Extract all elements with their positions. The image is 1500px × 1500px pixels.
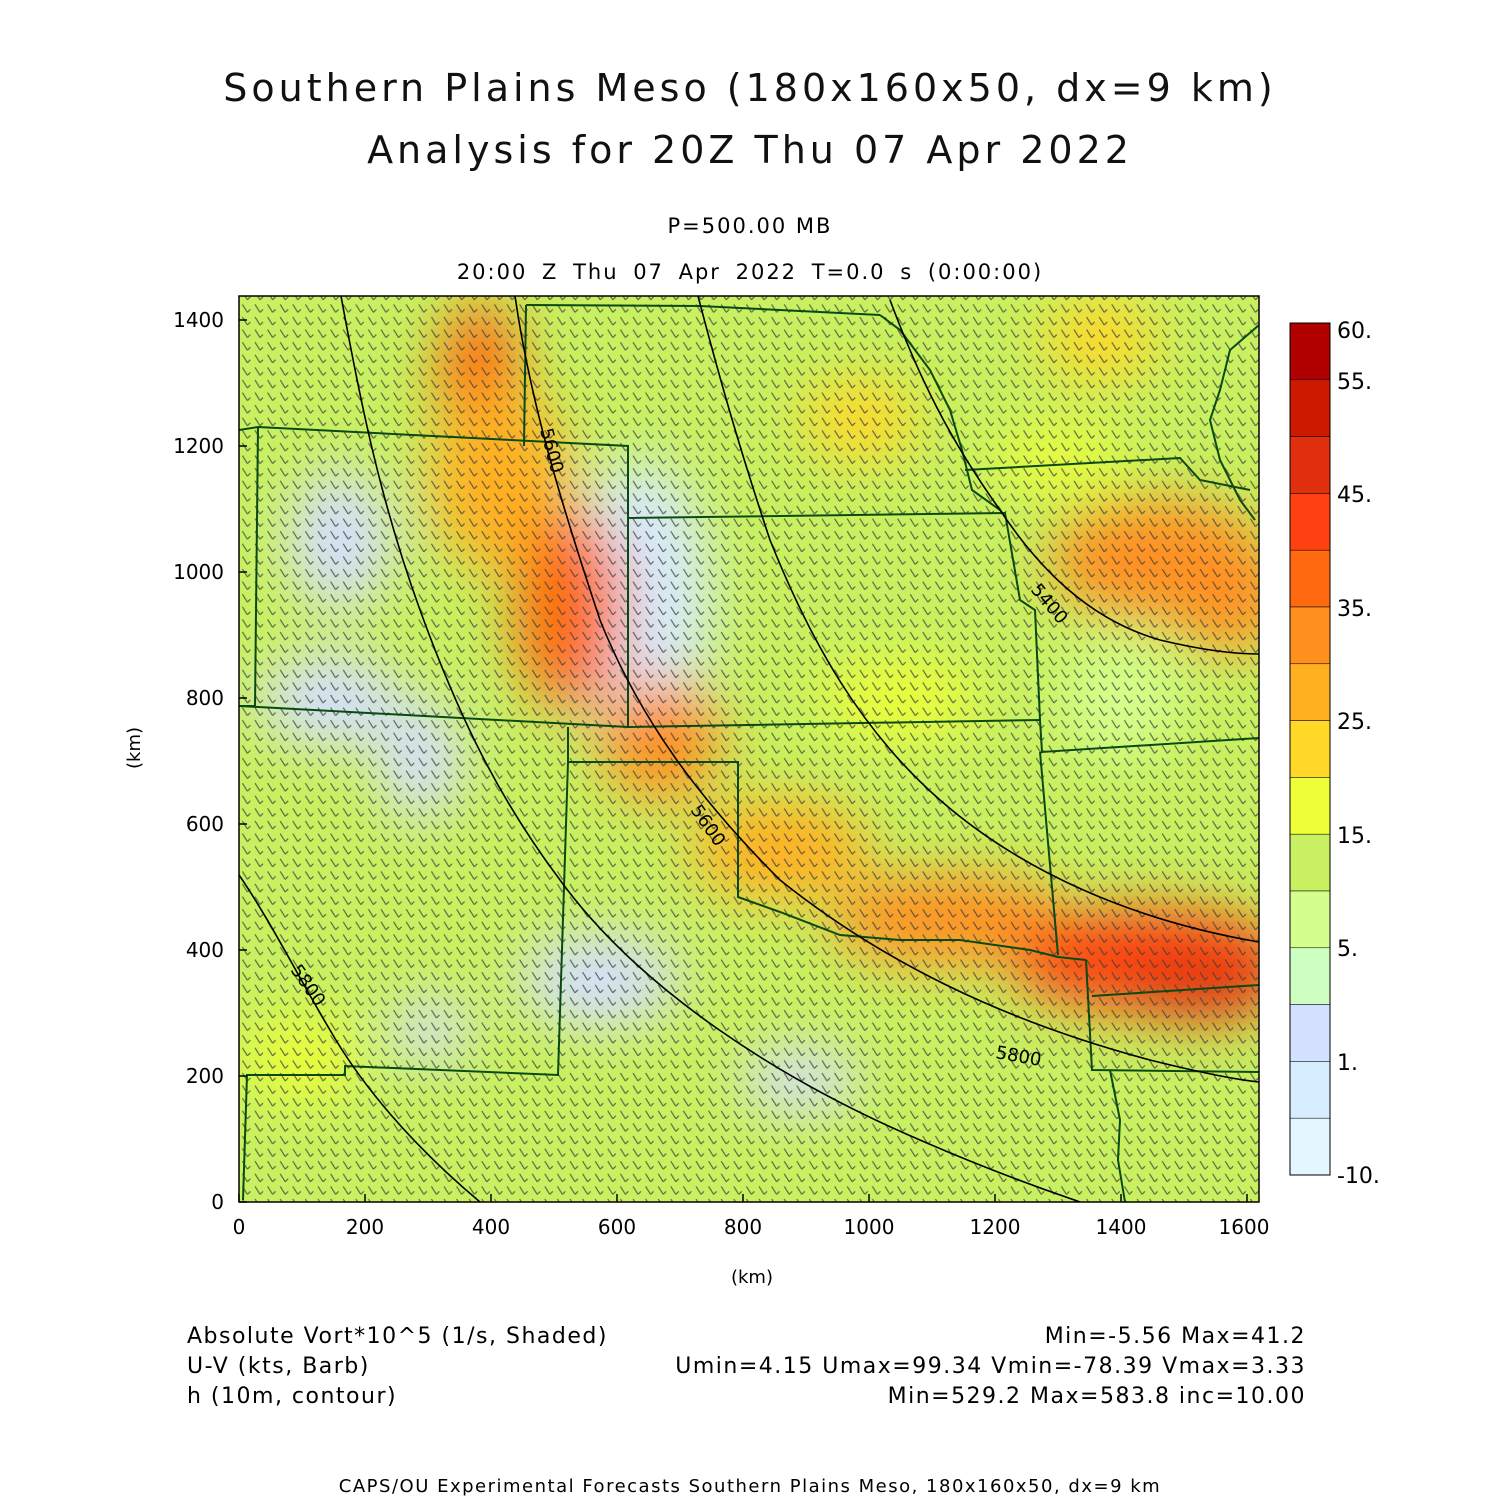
x-tick-label: 1400 (1096, 1215, 1147, 1239)
legend-vorticity-range: Min=-5.56 Max=41.2 (1044, 1324, 1306, 1349)
legend-height-range: Min=529.2 Max=583.8 inc=10.00 (887, 1384, 1306, 1409)
colorbar-swatch (1289, 606, 1331, 665)
colorbar-label: 25. (1337, 710, 1372, 735)
colorbar-swatch (1289, 1061, 1331, 1119)
state-boundaries (239, 304, 1259, 1202)
plot-frame (238, 295, 1260, 1203)
x-axis-unit: (km) (731, 1267, 773, 1288)
x-tick-label: 200 (346, 1215, 384, 1239)
valid-time-label: 20:00 Z Thu 07 Apr 2022 T=0.0 s (0:00:00… (456, 260, 1044, 284)
y-tick-label: 200 (186, 1064, 224, 1088)
colorbar: 60. 55. 45. 35. 25. 15. 5. 1. -10. (1289, 319, 1380, 1189)
y-tick-label: 600 (186, 812, 224, 836)
colorbar-swatch (1289, 1004, 1331, 1062)
plot-title: Southern Plains Meso (180x160x50, dx=9 k… (223, 66, 1277, 110)
colorbar-swatch (1289, 720, 1331, 778)
y-tick-label: 400 (186, 938, 224, 962)
y-tick-label: 800 (186, 686, 224, 710)
y-tick-label: 0 (211, 1190, 224, 1214)
legend-wind-label: U-V (kts, Barb) (187, 1354, 370, 1379)
x-tick-label: 800 (724, 1215, 762, 1239)
x-tick-label: 1000 (844, 1215, 895, 1239)
x-tick-label: 0 (233, 1215, 246, 1239)
colorbar-swatch (1289, 493, 1331, 551)
credit-line: CAPS/OU Experimental Forecasts Southern … (338, 1476, 1162, 1497)
x-tick-label: 1200 (970, 1215, 1021, 1239)
x-tick-label: 400 (472, 1215, 510, 1239)
colorbar-swatch (1289, 322, 1331, 381)
colorbar-swatch (1289, 833, 1331, 892)
colorbar-label: 1. (1337, 1051, 1358, 1076)
y-tick-label: 1200 (173, 434, 224, 458)
y-axis: 0 200 400 600 800 1000 1200 1400 (km) (124, 308, 247, 1214)
legend-height-label: h (10m, contour) (187, 1384, 398, 1409)
colorbar-label: 60. (1337, 319, 1372, 344)
colorbar-swatch (1289, 947, 1331, 1005)
x-tick-label: 600 (598, 1215, 636, 1239)
y-axis-unit: (km) (124, 727, 145, 769)
legend-vorticity-label: Absolute Vort*10^5 (1/s, Shaded) (187, 1324, 608, 1349)
legend-wind-range: Umin=4.15 Umax=99.34 Vmin=-78.39 Vmax=3.… (675, 1354, 1306, 1379)
analysis-time-title: Analysis for 20Z Thu 07 Apr 2022 (367, 128, 1133, 172)
colorbar-swatch (1289, 663, 1331, 721)
pressure-level-label: P=500.00 MB (667, 214, 833, 238)
y-tick-label: 1400 (173, 308, 224, 332)
colorbar-swatch (1289, 549, 1331, 608)
colorbar-swatch (1289, 777, 1331, 835)
colorbar-label: 5. (1337, 937, 1358, 962)
colorbar-swatch (1289, 890, 1331, 949)
height-contours (239, 296, 1259, 1202)
colorbar-label: 55. (1337, 370, 1372, 395)
vorticity-field (239, 296, 1259, 1202)
x-tick-label: 1600 (1219, 1215, 1270, 1239)
colorbar-swatch (1289, 379, 1331, 437)
colorbar-frame (1289, 322, 1331, 1176)
colorbar-label: -10. (1337, 1164, 1380, 1189)
colorbar-label: 45. (1337, 483, 1372, 508)
colorbar-swatch (1289, 1117, 1331, 1176)
colorbar-label: 35. (1337, 597, 1372, 622)
colorbar-swatch (1289, 436, 1331, 494)
colorbar-label: 15. (1337, 824, 1372, 849)
x-axis: 0 200 400 600 800 1000 1200 1400 1600 (k… (233, 1194, 1270, 1288)
y-tick-label: 1000 (173, 560, 224, 584)
